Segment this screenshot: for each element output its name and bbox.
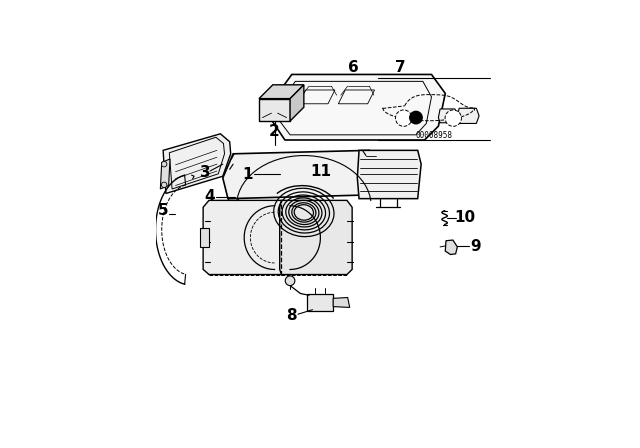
Polygon shape [259, 99, 290, 121]
Circle shape [285, 276, 295, 285]
Circle shape [396, 110, 412, 126]
Text: 10: 10 [454, 210, 476, 225]
Text: 2: 2 [269, 124, 280, 139]
Text: 9: 9 [470, 239, 481, 254]
Polygon shape [200, 228, 209, 247]
Polygon shape [445, 240, 458, 254]
Polygon shape [280, 200, 352, 275]
Text: 5: 5 [158, 203, 168, 218]
Polygon shape [203, 200, 287, 275]
Text: 11: 11 [310, 164, 331, 179]
Text: 3: 3 [200, 165, 210, 180]
Polygon shape [259, 85, 304, 99]
Text: 1: 1 [243, 167, 253, 182]
Polygon shape [458, 108, 479, 124]
Polygon shape [163, 134, 231, 194]
Polygon shape [161, 159, 170, 189]
Text: 00008958: 00008958 [415, 131, 452, 140]
Polygon shape [333, 297, 349, 307]
Polygon shape [271, 74, 445, 140]
Text: 6: 6 [349, 60, 359, 75]
Text: 8: 8 [287, 308, 297, 323]
Polygon shape [307, 294, 333, 311]
Polygon shape [438, 109, 458, 123]
Circle shape [410, 112, 422, 124]
Text: 4: 4 [204, 190, 215, 204]
Text: 7: 7 [395, 60, 406, 75]
Circle shape [161, 182, 167, 188]
Circle shape [161, 161, 167, 167]
Polygon shape [290, 85, 304, 121]
Polygon shape [357, 151, 421, 198]
Circle shape [445, 110, 461, 126]
Polygon shape [223, 151, 380, 198]
